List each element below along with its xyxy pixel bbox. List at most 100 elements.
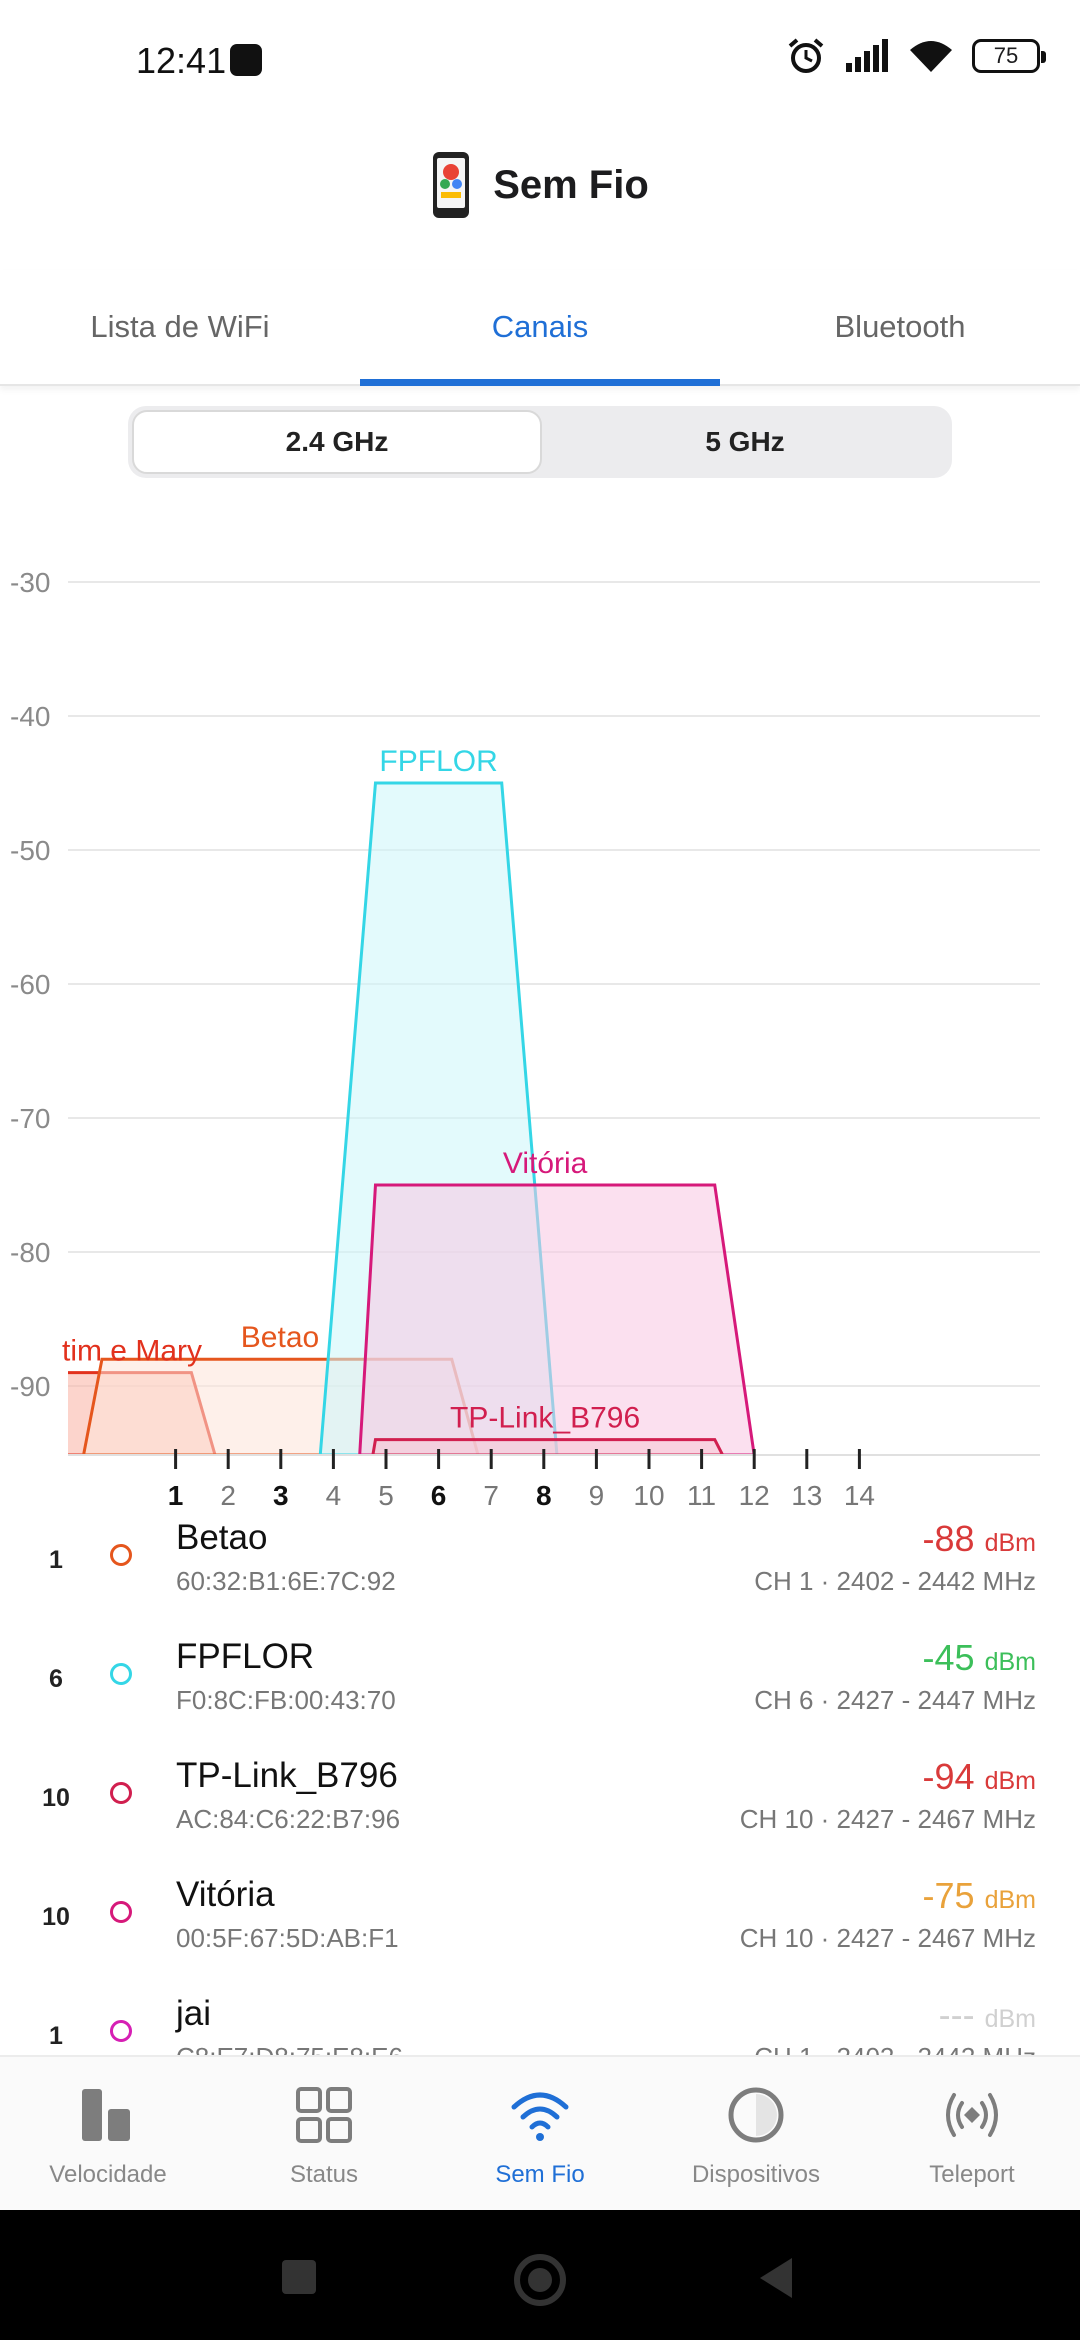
signal-value: -94 <box>922 1756 975 1797</box>
x-tick-label: 9 <box>589 1480 605 1510</box>
signal-value: -88 <box>922 1518 975 1559</box>
network-channel: 10 <box>42 1784 70 1812</box>
network-row[interactable]: 1 Betao 60:32:B1:6E:7C:92 -88 dBm CH 1 · 240… <box>0 1510 1080 1629</box>
band-2-4ghz-button[interactable]: 2.4 GHz <box>132 410 542 474</box>
network-frequency: CH 1 · 2402 - 2442 MHz <box>754 1566 1036 1596</box>
tab-bluetooth[interactable]: Bluetooth <box>720 270 1080 384</box>
series-label: Betao <box>241 1321 319 1354</box>
network-frequency: CH 1 · 2402 - 2442 MHz <box>754 2042 1036 2055</box>
nav-label: Sem Fio <box>495 2161 585 2188</box>
signal-unit: dBm <box>984 1529 1036 1557</box>
tab-wifi-list[interactable]: Lista de WiFi <box>0 270 360 384</box>
network-name: FPFLOR <box>176 1637 315 1676</box>
network-row[interactable]: 10 TP-Link_B796 AC:84:C6:22:B7:96 -94 dBm CH… <box>0 1748 1080 1867</box>
network-channel: 1 <box>49 1546 63 1574</box>
network-signal: -45 dBm <box>923 1637 1036 1679</box>
network-color-dot <box>110 1782 132 1804</box>
x-tick-label: 1 <box>168 1480 184 1510</box>
network-row[interactable]: 10 Vitória 00:5F:67:5D:AB:F1 -75 dBm CH 10 ·… <box>0 1867 1080 1986</box>
network-mac: 60:32:B1:6E:7C:92 <box>176 1566 396 1596</box>
network-signal: -88 dBm <box>923 1518 1036 1560</box>
wifi-status-icon <box>910 41 952 72</box>
recents-button[interactable] <box>282 2260 316 2294</box>
nav-label: Velocidade <box>49 2161 167 2188</box>
tab-label: Bluetooth <box>834 309 966 344</box>
signal-unit: dBm <box>984 2005 1036 2033</box>
series-label: Vitória <box>503 1147 588 1180</box>
channel-chart: -30 -40 -50 -60 -70 -80 -90 tim e Mary Betao FPFL… <box>10 567 1040 1510</box>
series-label: TP-Link_B796 <box>450 1402 640 1435</box>
battery-icon: 75 <box>972 39 1046 73</box>
network-frequency: CH 10 · 2427 - 2467 MHz <box>739 1923 1036 1953</box>
tab-label: Canais <box>491 309 589 344</box>
nav-status[interactable]: Status <box>216 2057 432 2210</box>
network-mac: AC:84:C6:22:B7:96 <box>176 1804 401 1834</box>
x-tick-label: 4 <box>326 1480 342 1510</box>
signal-unit: dBm <box>984 1767 1036 1795</box>
x-tick-label: 7 <box>483 1480 499 1510</box>
network-frequency: CH 10 · 2427 - 2467 MHz <box>739 1804 1036 1834</box>
cell-signal-icon <box>846 39 888 72</box>
x-tick-label: 13 <box>791 1480 822 1510</box>
network-color-dot <box>110 2020 132 2042</box>
x-tick-label: 11 <box>687 1480 716 1510</box>
y-tick-label: -60 <box>10 969 50 1000</box>
network-row[interactable]: 6 FPFLOR F0:8C:FB:00:43:70 -45 dBm CH 6 · 24… <box>0 1629 1080 1748</box>
network-signal: --- dBm <box>939 1994 1036 2036</box>
band-5ghz-button[interactable]: 5 GHz <box>705 426 785 457</box>
y-tick-label: -40 <box>10 701 50 732</box>
nav-devices[interactable]: Dispositivos <box>648 2057 864 2210</box>
x-tick-label: 3 <box>273 1480 289 1510</box>
network-channel: 1 <box>49 2022 63 2050</box>
y-tick-label: -90 <box>10 1371 50 1402</box>
signal-unit: dBm <box>984 1648 1036 1676</box>
signal-value: --- <box>938 1994 975 2035</box>
network-list: 1 Betao 60:32:B1:6E:7C:92 -88 dBm CH 1 · 240… <box>0 1510 1080 2055</box>
nav-label: Status <box>289 2161 359 2188</box>
network-channel: 10 <box>42 1903 70 1931</box>
signal-value: -75 <box>922 1875 975 1916</box>
bottom-nav: Velocidade Status Sem Fio Dispositivos <box>0 2055 1080 2210</box>
nav-speed[interactable]: Velocidade <box>0 2057 216 2210</box>
tab-channels[interactable]: Canais <box>360 270 720 386</box>
nav-label: Teleport <box>929 2161 1015 2188</box>
y-tick-label: -70 <box>10 1103 50 1134</box>
network-frequency: CH 6 · 2427 - 2447 MHz <box>754 1685 1036 1715</box>
x-tick-label: 6 <box>431 1480 447 1510</box>
alarm-icon <box>788 38 824 73</box>
band-toggle: 2.4 GHz 5 GHz <box>128 406 952 478</box>
series-label: tim e Mary <box>62 1335 202 1368</box>
phone-logo-icon <box>433 152 470 218</box>
x-tick-label: 12 <box>739 1480 770 1510</box>
network-color-dot <box>110 1901 132 1923</box>
network-color-dot <box>110 1663 132 1685</box>
network-name: Betao <box>176 1518 268 1557</box>
battery-level: 75 <box>993 43 1019 68</box>
home-button[interactable] <box>514 2254 566 2306</box>
y-tick-label: -80 <box>10 1237 50 1268</box>
y-tick-label: -30 <box>10 567 50 598</box>
network-row[interactable]: 1 jai C8:E7:D8:75:E8:E6 --- dBm CH 1 · 2402 … <box>0 1986 1080 2055</box>
network-mac: F0:8C:FB:00:43:70 <box>176 1685 396 1715</box>
back-button[interactable] <box>760 2258 792 2298</box>
x-tick-label: 10 <box>633 1480 664 1510</box>
network-name: Vitória <box>176 1875 275 1914</box>
circle-icon <box>728 2087 784 2143</box>
network-name: TP-Link_B796 <box>176 1756 398 1795</box>
x-tick-label: 5 <box>378 1480 394 1510</box>
status-icons: 75 <box>786 36 1046 76</box>
system-nav-bar <box>0 2210 1080 2340</box>
grid-icon <box>296 2087 352 2143</box>
signal-unit: dBm <box>984 1886 1036 1914</box>
tab-bar: Lista de WiFi Canais Bluetooth <box>0 270 1080 386</box>
x-tick-label: 14 <box>844 1480 875 1510</box>
network-mac: 00:5F:67:5D:AB:F1 <box>176 1923 399 1953</box>
series-group <box>68 781 756 1455</box>
status-time: 12:41 <box>136 40 227 81</box>
nav-teleport[interactable]: Teleport <box>864 2057 1080 2210</box>
x-tick-label: 2 <box>220 1480 236 1510</box>
nav-wireless[interactable]: Sem Fio <box>432 2057 648 2210</box>
wifi-icon <box>511 2092 569 2141</box>
speed-bars-icon <box>82 2089 130 2141</box>
series-area <box>371 1438 725 1455</box>
